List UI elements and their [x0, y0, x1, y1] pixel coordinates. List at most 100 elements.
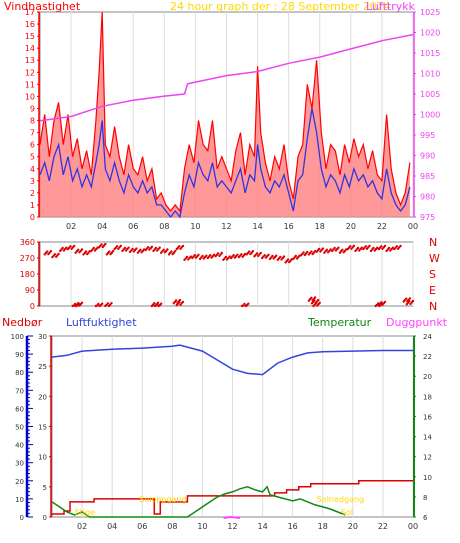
direction-point [376, 246, 379, 249]
direction-point [275, 254, 278, 257]
direction-point-north [106, 302, 110, 305]
direction-point [147, 246, 150, 249]
rain-tick-label: 80 [15, 369, 24, 377]
wind-tick-label: 8 [30, 117, 35, 126]
direction-point [349, 245, 352, 248]
rain-tick-label: 100 [11, 333, 24, 341]
direction-point-north [314, 302, 318, 305]
direction-point [197, 253, 200, 256]
time-tick-label: 12 [221, 222, 231, 231]
time-tick-label: 18 [315, 222, 325, 231]
direction-point-north [243, 302, 246, 306]
direction-point [49, 250, 53, 253]
direction-point [108, 250, 111, 253]
wind-direction-points [43, 242, 415, 308]
rain-tick-label: 30 [15, 460, 24, 468]
direction-point-north [310, 296, 313, 299]
direction-point [216, 252, 220, 255]
temperature-tick-label: 18 [423, 393, 432, 401]
direction-point [220, 251, 223, 255]
pressure-axis: 975 980 985 990 995 1000 1005 1010 1015 1020 1025 [413, 8, 440, 222]
direction-point [45, 250, 49, 253]
time-tick-label: 14 [252, 222, 262, 231]
direction-point [248, 250, 251, 253]
direction-point [395, 245, 398, 248]
climate-time-tick-label: 02 [77, 522, 87, 531]
direction-point [286, 258, 290, 261]
rain-humidity-temperature-panel: 0 10 20 30 40 50 60 70 80 90 100 0 5 10 15 20 25 30 6 8 10… [2, 316, 448, 531]
direction-point [372, 246, 375, 250]
pressure-tick-label: 975 [420, 213, 435, 222]
wind-pressure-series [39, 11, 414, 219]
direction-point-north [408, 300, 411, 303]
direction-point [329, 248, 332, 251]
time-tick-label: 08 [159, 222, 169, 231]
direction-point-north [317, 298, 320, 302]
time-tick-label: 02 [66, 222, 76, 231]
direction-point [162, 248, 165, 251]
pressure-tick-label: 1020 [420, 29, 440, 38]
temperature-tick-label: 6 [423, 514, 428, 522]
direction-point [73, 244, 76, 248]
direction-point [170, 250, 173, 253]
direction-point [115, 245, 119, 248]
direction-point [80, 248, 84, 251]
wind-tick-label: 1 [30, 201, 35, 210]
direction-tick-label: 90 [25, 286, 35, 295]
direction-point-north [178, 298, 182, 302]
wind-tick-label: 7 [30, 129, 35, 138]
direction-point [356, 246, 360, 250]
rain-tick-label: 90 [15, 351, 24, 359]
pressure-line [39, 33, 414, 122]
pressure-tick-label: 1005 [420, 90, 440, 99]
direction-point [65, 246, 68, 249]
time-tick-label: 16 [284, 222, 294, 231]
direction-point [104, 242, 107, 246]
direction-point [127, 246, 130, 249]
rain-tick-label: 40 [15, 442, 24, 450]
humidity-axis: 0 5 10 15 20 25 30 [38, 333, 52, 522]
direction-point-north [380, 301, 383, 304]
direction-point [61, 246, 64, 250]
rain-tick-label: 50 [15, 424, 24, 432]
direction-point [317, 247, 321, 251]
wind-tick-label: 6 [30, 141, 35, 150]
direction-point [391, 246, 394, 249]
direction-point-north [405, 297, 408, 300]
dewpoint-line [223, 515, 241, 519]
direction-point [92, 246, 96, 250]
direction-point [53, 253, 57, 256]
wind-tick-label: 14 [25, 44, 35, 53]
temperature-tick-label: 22 [423, 353, 432, 361]
wind-tick-label: 2 [30, 189, 35, 198]
temperature-tick-label: 8 [423, 494, 427, 502]
wind-tick-label: 10 [25, 92, 35, 101]
direction-point [325, 248, 329, 251]
direction-point [205, 254, 208, 257]
direction-point [69, 245, 72, 248]
legend-temperature: Temperatur [307, 316, 372, 329]
temperature-tick-label: 14 [423, 434, 432, 442]
rain-tick-label: 60 [15, 405, 24, 413]
climate-time-tick-label: 14 [257, 522, 267, 531]
direction-tick-label: 360 [20, 238, 35, 247]
climate-time-tick-label: 00 [408, 522, 418, 531]
direction-point [310, 250, 313, 253]
climate-time-tick-label: 04 [107, 522, 117, 531]
direction-point-north [80, 301, 84, 304]
time-tick-label: 00 [408, 222, 418, 231]
legend-humidity: Luftfuktighet [66, 316, 137, 329]
annotation-low-left: Stige [75, 508, 96, 517]
wind-direction-grid [70, 242, 414, 306]
climate-time-tick-label: 18 [318, 522, 328, 531]
direction-point-north [160, 302, 163, 305]
annotation-sunrise: Soloppgang [139, 495, 186, 504]
direction-point [321, 247, 325, 250]
temperature-tick-label: 16 [423, 413, 432, 421]
direction-point [139, 248, 142, 251]
direction-point [282, 255, 286, 258]
pressure-tick-label: 995 [420, 131, 435, 140]
